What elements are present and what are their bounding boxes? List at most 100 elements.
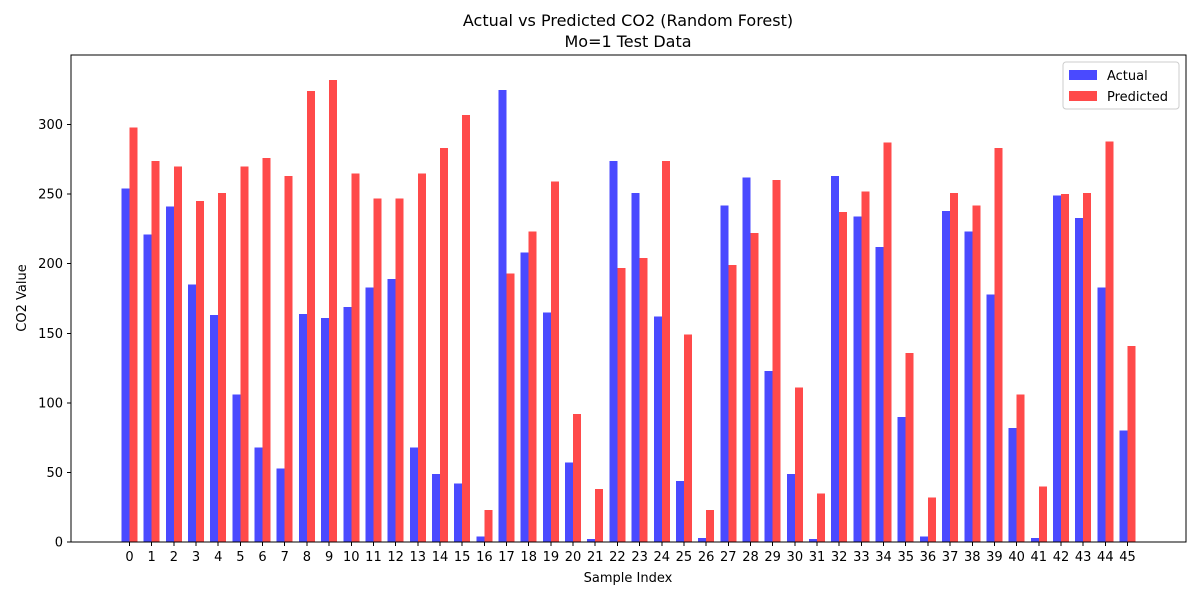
- x-tick-label: 27: [720, 550, 737, 565]
- bar-actual-0: [121, 188, 130, 542]
- y-tick-label: 100: [38, 396, 63, 411]
- bar-actual-37: [942, 210, 951, 542]
- x-tick-label: 12: [387, 550, 404, 565]
- bar-predicted-18: [528, 231, 537, 542]
- x-tick-label: 43: [1075, 550, 1092, 565]
- x-tick-label: 18: [520, 550, 537, 565]
- bar-actual-31: [809, 539, 818, 542]
- bar-predicted-9: [329, 80, 338, 543]
- x-tick-label: 39: [986, 550, 1003, 565]
- bar-predicted-19: [550, 181, 559, 542]
- bar-actual-26: [698, 537, 707, 542]
- bar-actual-2: [165, 206, 174, 543]
- bar-actual-24: [653, 316, 662, 542]
- bar-actual-17: [498, 89, 507, 542]
- x-tick-label: 5: [236, 550, 244, 565]
- x-tick-label: 30: [787, 550, 804, 565]
- x-tick-label: 1: [148, 550, 156, 565]
- bar-actual-23: [631, 192, 640, 542]
- bar-predicted-34: [883, 142, 892, 542]
- bar-predicted-28: [750, 233, 759, 542]
- bar-predicted-24: [661, 160, 670, 542]
- x-tick-label: 36: [920, 550, 937, 565]
- bar-actual-45: [1119, 430, 1128, 542]
- bar-actual-19: [542, 312, 551, 542]
- bar-actual-12: [387, 279, 396, 542]
- bar-predicted-1: [151, 160, 160, 542]
- bar-actual-13: [409, 447, 418, 542]
- bar-actual-1: [143, 234, 152, 543]
- legend-label-predicted: Predicted: [1107, 90, 1168, 105]
- x-tick-label: 44: [1097, 550, 1114, 565]
- bar-predicted-4: [218, 192, 227, 542]
- bar-predicted-26: [706, 510, 715, 542]
- bar-predicted-25: [683, 334, 692, 542]
- bar-predicted-43: [1083, 192, 1092, 542]
- bar-predicted-14: [439, 148, 448, 543]
- bar-actual-40: [1008, 427, 1017, 542]
- chart-subtitle: Mo=1 Test Data: [564, 32, 691, 51]
- bar-predicted-20: [573, 413, 582, 542]
- bar-predicted-42: [1060, 194, 1069, 542]
- bar-predicted-7: [284, 176, 293, 543]
- bar-actual-44: [1097, 287, 1106, 542]
- bar-actual-20: [565, 462, 574, 542]
- bar-predicted-35: [905, 352, 914, 542]
- x-tick-label: 34: [875, 550, 892, 565]
- x-tick-label: 11: [365, 550, 382, 565]
- x-tick-label: 35: [897, 550, 914, 565]
- y-tick-label: 300: [38, 118, 63, 133]
- bar-predicted-2: [173, 166, 182, 542]
- bar-predicted-6: [262, 157, 271, 542]
- bar-actual-3: [188, 284, 197, 542]
- bar-actual-18: [520, 252, 529, 542]
- x-tick-label: 13: [410, 550, 427, 565]
- bar-predicted-31: [817, 493, 826, 542]
- x-tick-label: 16: [476, 550, 493, 565]
- bar-actual-34: [875, 247, 884, 542]
- x-tick-label: 25: [676, 550, 693, 565]
- bar-predicted-37: [950, 192, 959, 542]
- bar-actual-15: [454, 483, 463, 542]
- x-tick-label: 37: [942, 550, 959, 565]
- bar-actual-4: [210, 315, 219, 542]
- bar-actual-36: [919, 536, 928, 542]
- bar-predicted-22: [617, 267, 626, 542]
- bar-actual-25: [675, 480, 684, 542]
- x-tick-label: 15: [454, 550, 471, 565]
- x-tick-label: 28: [742, 550, 759, 565]
- x-tick-label: 40: [1008, 550, 1025, 565]
- legend-swatch-predicted: [1069, 91, 1097, 101]
- bar-predicted-29: [772, 180, 781, 543]
- bar-actual-35: [897, 416, 906, 542]
- x-tick-label: 41: [1031, 550, 1048, 565]
- x-tick-label: 10: [343, 550, 360, 565]
- bar-predicted-15: [462, 114, 471, 542]
- bar-predicted-8: [306, 91, 315, 543]
- bar-predicted-12: [395, 198, 404, 542]
- x-tick-label: 19: [543, 550, 560, 565]
- bar-actual-5: [232, 394, 241, 542]
- x-tick-label: 26: [698, 550, 715, 565]
- x-tick-label: 7: [281, 550, 289, 565]
- bar-actual-32: [831, 176, 840, 543]
- bar-predicted-36: [927, 497, 936, 542]
- x-tick-label: 31: [809, 550, 826, 565]
- bar-actual-8: [298, 313, 307, 542]
- chart-title: Actual vs Predicted CO2 (Random Forest): [463, 11, 793, 30]
- bar-predicted-44: [1105, 141, 1114, 542]
- bar-predicted-10: [351, 173, 360, 542]
- bar-actual-28: [742, 177, 751, 542]
- bar-predicted-41: [1038, 486, 1047, 542]
- x-axis-label: Sample Index: [584, 571, 673, 586]
- bar-actual-42: [1052, 195, 1061, 542]
- bar-predicted-16: [484, 510, 493, 542]
- x-tick-label: 21: [587, 550, 604, 565]
- bar-predicted-38: [972, 205, 981, 542]
- bar-actual-10: [343, 306, 352, 542]
- bar-actual-16: [476, 536, 485, 542]
- x-tick-label: 6: [258, 550, 266, 565]
- plot-frame: [70, 54, 1187, 543]
